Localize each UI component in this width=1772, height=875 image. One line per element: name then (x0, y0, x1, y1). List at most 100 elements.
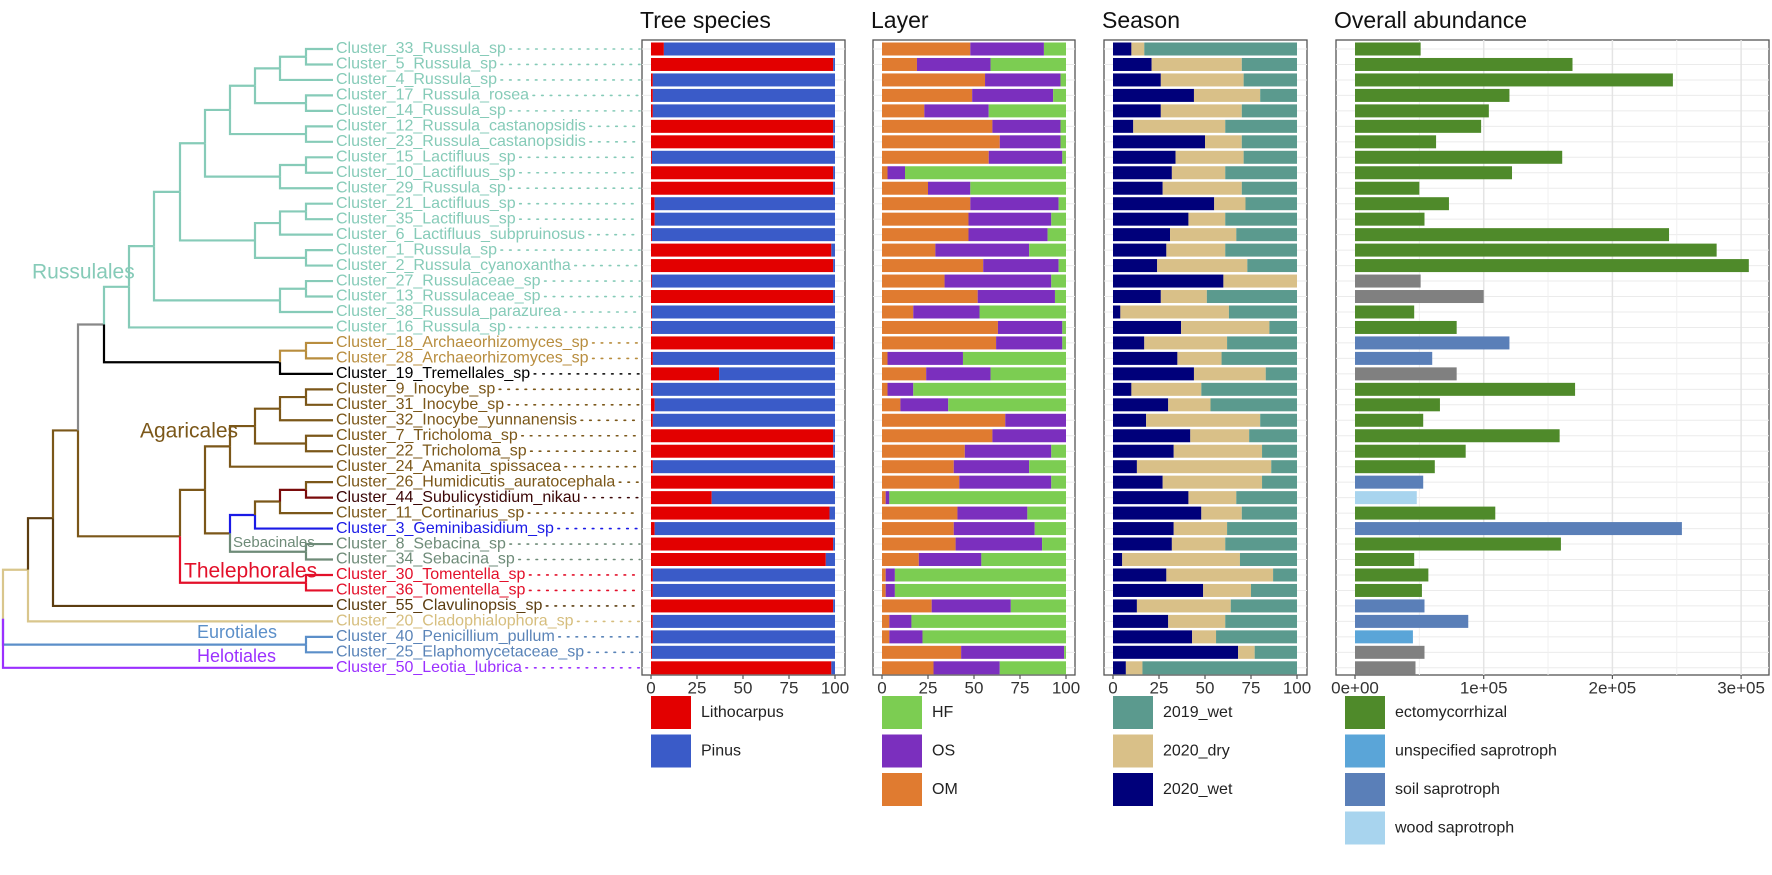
season-bar-segment (1177, 351, 1222, 365)
tree-branch (304, 165, 333, 174)
season-bar-segment (1113, 382, 1132, 396)
x-tick-label: 0 (877, 678, 886, 697)
legend-key (882, 773, 922, 806)
tree-branch (178, 191, 255, 242)
tree-bar-segment (651, 553, 826, 567)
layer-bar-segment (882, 661, 934, 675)
tree-branch (278, 408, 333, 422)
tree-bar-segment (651, 228, 835, 242)
layer-bar-segment (992, 119, 1061, 133)
tree-branch (228, 533, 306, 553)
layer-bar-segment (1029, 460, 1066, 474)
season-bar-segment (1113, 197, 1215, 211)
cluster-label: Cluster_19_Tremellales_sp (336, 365, 530, 382)
tree-branch (26, 569, 333, 623)
season-bar-segment (1236, 491, 1297, 505)
tree-bar-segment (833, 429, 835, 443)
tree-branch (278, 349, 306, 363)
cluster-label: Cluster_26_Humidicutis_auratocephala (336, 473, 615, 490)
layer-bar-segment (882, 336, 997, 350)
cluster-labels: Cluster_33_Russula_spCluster_5_Russula_s… (336, 40, 641, 676)
clade-label: Russulales (32, 261, 135, 284)
season-bar-segment (1113, 645, 1239, 659)
tree-branch (178, 536, 306, 584)
tree-bar-segment (833, 475, 835, 489)
season-bar-segment (1241, 104, 1297, 118)
layer-bar-segment (882, 243, 936, 257)
abundance-bar (1355, 243, 1717, 257)
season-bar-segment (1113, 166, 1172, 180)
tree-bar-segment (652, 630, 835, 644)
season-bar-segment (1113, 398, 1169, 412)
dendrogram: Russulales Agaricales Sebacinales Thelephor… (1, 47, 333, 669)
season-bar-segment (1131, 382, 1202, 396)
season-bar-segment (1271, 460, 1297, 474)
tree-bar-segment (711, 491, 835, 505)
season-bar-segment (1171, 537, 1226, 551)
layer-bar-segment (1051, 274, 1066, 288)
tree-branch (278, 488, 306, 502)
cluster-label: Cluster_1_Russula_sp (336, 241, 497, 258)
bar-panels: Tree species 0 25 50 75 100 Layer 0 25 50 75 100 Sea… (640, 7, 1770, 697)
layer-bar-segment (935, 243, 1030, 257)
clade-label: Thelephorales (184, 560, 317, 583)
cluster-label: Cluster_14_Russula_sp (336, 102, 506, 119)
season-bar-segment (1144, 42, 1297, 56)
cluster-label: Cluster_5_Russula_sp (336, 56, 497, 73)
cluster-label: Cluster_50_Leotia_lubrica (336, 659, 522, 676)
tree-branch (304, 257, 333, 267)
season-bar-segment (1225, 166, 1297, 180)
season-bar-segment (1265, 367, 1297, 381)
season-bar-segment (1113, 135, 1205, 149)
season-bar-segment (1142, 661, 1297, 675)
abundance-bar (1355, 57, 1573, 71)
tree-branch (278, 210, 306, 224)
season-bar-segment (1168, 614, 1226, 628)
layer-bar-segment (887, 382, 914, 396)
tree-bar-segment (652, 73, 835, 87)
tree-branch (304, 388, 333, 398)
season-bar-segment (1113, 630, 1193, 644)
season-bar-segment (1228, 305, 1297, 319)
legend-key (1113, 696, 1153, 729)
abundance-bar (1355, 351, 1433, 365)
layer-bar-segment (970, 197, 1059, 211)
season-bar-segment (1173, 444, 1263, 458)
tree-bar-segment (652, 88, 835, 102)
tree-branch (253, 500, 280, 516)
tree-bar-segment (652, 614, 835, 628)
tree-branch (304, 341, 333, 351)
abundance-bar (1355, 336, 1510, 350)
layer-bar-segment (882, 475, 960, 489)
layer-bar-segment (953, 460, 1030, 474)
abundance-bar (1355, 320, 1457, 334)
tree-branch (304, 94, 333, 104)
abundance-bar (1355, 135, 1437, 149)
layer-bar-segment (1060, 135, 1066, 149)
legend-label: 2020_wet (1163, 781, 1233, 798)
layer-bar-segment (1027, 506, 1066, 520)
abundance-bar (1355, 274, 1421, 288)
tree-branch (304, 47, 333, 57)
layer-bar-segment (1051, 212, 1066, 226)
tree-branch (278, 223, 333, 236)
season-bar-segment (1113, 460, 1137, 474)
layer-bar-segment (882, 228, 969, 242)
x-tick-label: 0e+00 (1331, 678, 1379, 697)
layer-bar-segment (970, 181, 1066, 195)
tree-branch (304, 551, 333, 561)
legend-label: 2020_dry (1163, 743, 1230, 760)
layer-bar-segment (916, 57, 991, 71)
tree-bar-segment (651, 274, 835, 288)
season-bar-segment (1113, 259, 1158, 273)
layer-bar-segment (988, 104, 1066, 118)
cluster-label: Cluster_15_Lactifluus_sp (336, 149, 516, 166)
season-bar-segment (1113, 320, 1182, 334)
season-bar-segment (1122, 553, 1240, 567)
x-tick-label: 50 (1196, 678, 1215, 697)
layer-bar-segment (999, 661, 1066, 675)
x-tick-label: 0 (1108, 678, 1117, 697)
layer-bar-segment (900, 398, 949, 412)
layer-bar-segment (882, 398, 901, 412)
season-bar-segment (1221, 351, 1297, 365)
